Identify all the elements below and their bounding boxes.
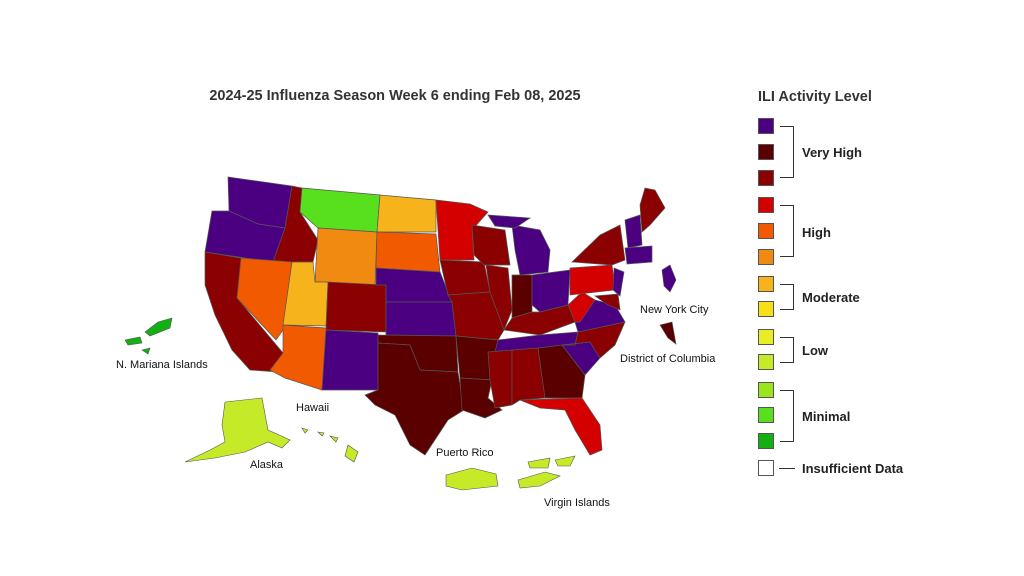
territory-puerto-rico[interactable] — [445, 467, 499, 491]
swatch-high-2 — [758, 223, 774, 239]
bracket-very-high — [780, 126, 794, 178]
label-n-mariana-islands: N. Mariana Islands — [116, 359, 208, 371]
bracket-low — [780, 337, 794, 363]
swatch-low-2 — [758, 354, 774, 370]
state-indiana[interactable] — [511, 274, 533, 319]
state-new-york[interactable] — [571, 224, 626, 266]
legend-title: ILI Activity Level — [758, 89, 872, 105]
state-illinois[interactable] — [485, 264, 513, 331]
state-alabama[interactable] — [511, 347, 546, 406]
state-kansas[interactable] — [385, 301, 457, 337]
state-north-carolina[interactable] — [561, 321, 626, 359]
state-nevada[interactable] — [236, 257, 293, 341]
state-south-dakota[interactable] — [375, 231, 441, 273]
label-puerto-rico: Puerto Rico — [436, 447, 493, 459]
state-arizona[interactable] — [269, 324, 327, 391]
state-maine[interactable] — [639, 187, 666, 233]
label-district-of-columbia: District of Columbia — [620, 353, 716, 365]
state-montana[interactable] — [299, 187, 381, 233]
territory-n-mariana-islands[interactable] — [124, 317, 173, 355]
state-new-mexico[interactable] — [321, 329, 379, 391]
state-vermont-nh[interactable] — [624, 214, 643, 249]
dash-insufficient-data — [779, 468, 795, 469]
state-wisconsin[interactable] — [471, 224, 511, 266]
swatch-minimal-3 — [758, 433, 774, 449]
bracket-moderate — [780, 284, 794, 310]
legend-label-insufficient-data: Insufficient Data — [802, 461, 904, 476]
map-title: 2024-25 Influenza Season Week 6 ending F… — [209, 88, 581, 104]
state-maryland-delaware[interactable] — [594, 293, 621, 311]
swatch-very-high-1 — [758, 118, 774, 134]
state-pennsylvania[interactable] — [569, 264, 616, 296]
state-michigan-up[interactable] — [487, 214, 532, 229]
territory-district-of-columbia[interactable] — [659, 321, 677, 345]
state-nebraska[interactable] — [375, 267, 453, 303]
territory-hawaii[interactable] — [301, 427, 359, 463]
state-georgia[interactable] — [537, 344, 586, 399]
territory-virgin-islands[interactable] — [517, 455, 576, 489]
swatch-high-1 — [758, 197, 774, 213]
swatch-low-1 — [758, 329, 774, 345]
label-hawaii: Hawaii — [296, 402, 329, 414]
label-virgin-islands: Virgin Islands — [544, 497, 610, 509]
label-new-york-city: New York City — [640, 304, 709, 316]
state-wyoming[interactable] — [314, 227, 378, 286]
state-florida[interactable] — [519, 397, 603, 456]
label-alaska: Alaska — [250, 459, 284, 471]
swatch-very-high-2 — [758, 144, 774, 160]
swatch-minimal-1 — [758, 382, 774, 398]
state-colorado[interactable] — [325, 281, 387, 333]
legend-label-minimal: Minimal — [802, 409, 851, 424]
state-mississippi[interactable] — [487, 349, 513, 409]
swatch-high-3 — [758, 249, 774, 265]
swatch-very-high-3 — [758, 170, 774, 186]
legend-label-very-high: Very High — [802, 145, 862, 160]
swatch-moderate-2 — [758, 301, 774, 317]
state-kentucky[interactable] — [503, 304, 576, 336]
state-new-jersey[interactable] — [612, 267, 625, 297]
legend-label-low: Low — [802, 343, 828, 358]
legend-label-moderate: Moderate — [802, 290, 860, 305]
state-texas[interactable] — [364, 342, 465, 456]
swatch-moderate-1 — [758, 276, 774, 292]
state-north-dakota[interactable] — [376, 194, 437, 233]
bracket-minimal — [780, 390, 794, 442]
swatch-insufficient-data — [758, 460, 774, 476]
territory-new-york-city[interactable] — [661, 264, 677, 293]
state-iowa[interactable] — [439, 259, 491, 296]
state-massachusetts-ct-ri[interactable] — [624, 245, 653, 265]
bracket-high — [780, 205, 794, 257]
state-michigan[interactable] — [511, 224, 551, 276]
legend-label-high: High — [802, 225, 831, 240]
swatch-minimal-2 — [758, 407, 774, 423]
territory-alaska[interactable] — [184, 397, 291, 463]
